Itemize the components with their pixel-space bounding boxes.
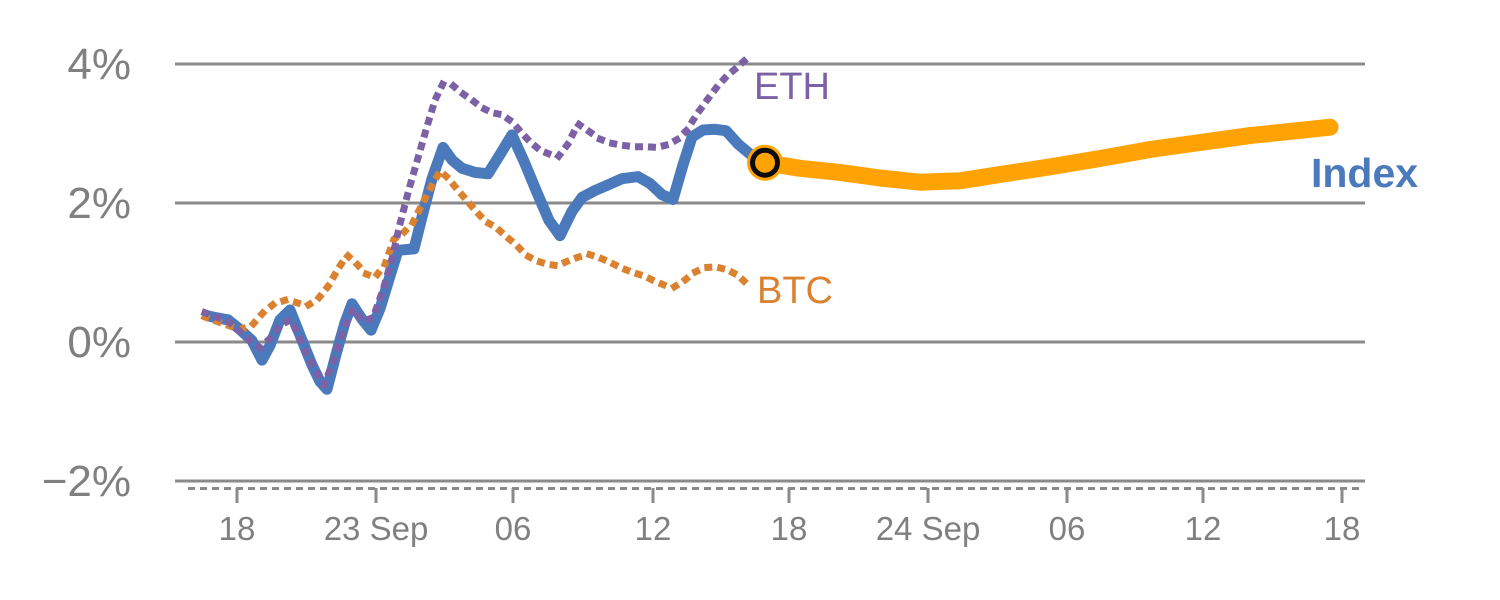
x-axis-label: 18 (771, 510, 808, 547)
index-forecast-line (756, 118, 1339, 191)
x-axis-label: 06 (495, 510, 532, 547)
x-axis-label: 18 (219, 510, 256, 547)
x-axis-label: 24 Sep (876, 510, 981, 547)
eth-series-label: ETH (754, 66, 830, 108)
forecast-start-marker (750, 147, 780, 178)
y-axis-label: 2% (67, 179, 131, 228)
btc-series-label: BTC (757, 270, 833, 312)
index-series-label: Index (1311, 150, 1419, 196)
index-line (205, 123, 768, 395)
y-axis-label: 0% (67, 318, 131, 367)
y-axis-label: 4% (67, 40, 131, 89)
x-axis-label: 12 (1185, 510, 1222, 547)
btc-line (200, 167, 753, 333)
x-axis-label: 06 (1049, 510, 1086, 547)
eth-line (200, 53, 752, 389)
y-axis-label: −2% (42, 457, 131, 506)
x-axis-label: 23 Sep (324, 510, 429, 547)
x-axis-label: 18 (1324, 510, 1361, 547)
x-axis-label: 12 (635, 510, 672, 547)
